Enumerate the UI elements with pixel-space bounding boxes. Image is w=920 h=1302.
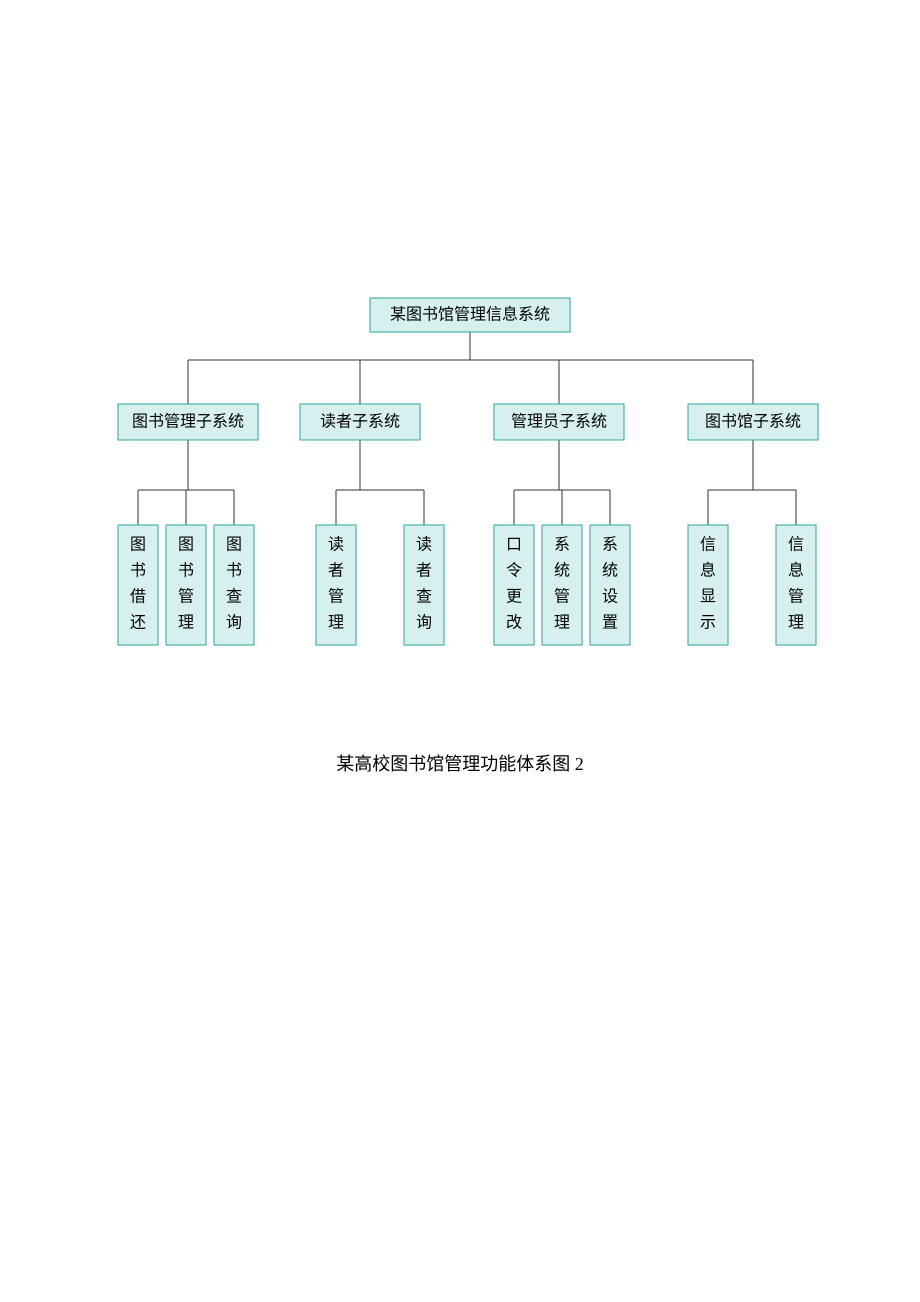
svg-text:图: 图 (178, 537, 194, 554)
svg-text:图: 图 (226, 537, 242, 554)
mid-label: 读者子系统 (320, 413, 400, 431)
svg-text:还: 还 (130, 614, 146, 632)
svg-text:信: 信 (700, 536, 716, 554)
svg-text:管: 管 (328, 588, 344, 606)
svg-text:管: 管 (554, 588, 570, 606)
svg-text:查: 查 (226, 588, 242, 606)
svg-text:书: 书 (178, 562, 194, 580)
mid-label: 图书馆子系统 (705, 413, 801, 431)
svg-text:置: 置 (602, 615, 618, 632)
mid-label: 图书管理子系统 (132, 413, 244, 431)
svg-text:理: 理 (328, 615, 344, 632)
svg-text:更: 更 (506, 589, 522, 606)
svg-text:询: 询 (226, 614, 242, 632)
svg-text:借: 借 (130, 588, 146, 606)
svg-text:管: 管 (178, 588, 194, 606)
svg-text:口: 口 (506, 537, 522, 554)
svg-text:息: 息 (700, 562, 716, 580)
svg-text:者: 者 (416, 562, 432, 580)
svg-text:书: 书 (130, 562, 146, 580)
svg-text:设: 设 (602, 588, 618, 606)
svg-text:查: 查 (416, 588, 432, 606)
svg-text:书: 书 (226, 562, 242, 580)
svg-text:统: 统 (554, 562, 570, 580)
diagram-svg: 某图书馆管理信息系统图书管理子系统读者子系统管理员子系统图书馆子系统图书借还图书… (0, 0, 920, 1302)
svg-text:者: 者 (328, 562, 344, 580)
svg-text:示: 示 (700, 615, 716, 632)
root-label: 某图书馆管理信息系统 (390, 306, 550, 324)
svg-text:显: 显 (700, 589, 716, 606)
svg-text:理: 理 (788, 615, 804, 632)
svg-text:图: 图 (130, 537, 146, 554)
svg-text:信: 信 (788, 536, 804, 554)
svg-text:令: 令 (506, 562, 522, 580)
svg-text:系: 系 (602, 536, 618, 554)
svg-text:理: 理 (178, 615, 194, 632)
svg-text:询: 询 (416, 614, 432, 632)
svg-text:改: 改 (506, 614, 522, 632)
svg-text:读: 读 (416, 536, 432, 554)
svg-text:读: 读 (328, 536, 344, 554)
mid-label: 管理员子系统 (511, 413, 607, 431)
svg-text:理: 理 (554, 615, 570, 632)
svg-text:统: 统 (602, 562, 618, 580)
svg-text:管: 管 (788, 588, 804, 606)
svg-text:系: 系 (554, 536, 570, 554)
caption: 某高校图书馆管理功能体系图 2 (336, 754, 584, 774)
svg-text:息: 息 (788, 562, 804, 580)
